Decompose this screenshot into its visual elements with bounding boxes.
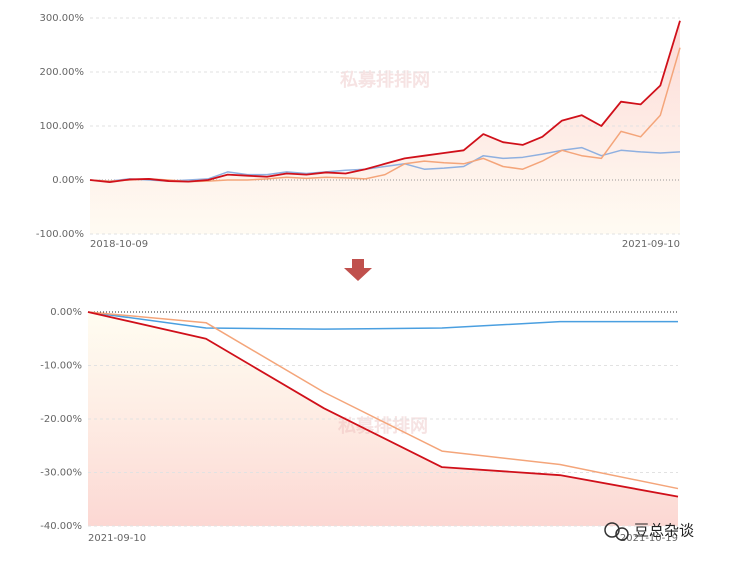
y-tick-label: -100.00% — [36, 229, 84, 240]
y-tick-label: 100.00% — [40, 121, 85, 132]
y-tick-label: 200.00% — [40, 67, 85, 78]
y-tick-label: -40.00% — [40, 521, 82, 532]
y-tick-label: 0.00% — [50, 307, 82, 318]
x-tick-label: 2021-09-10 — [88, 533, 146, 544]
series-line — [89, 20, 681, 184]
x-tick-label: 2021-10-19 — [620, 533, 678, 544]
series-line — [87, 311, 678, 330]
y-tick-label: 0.00% — [52, 175, 84, 186]
y-tick-label: -20.00% — [40, 414, 82, 425]
watermark: 私募排排网 — [340, 69, 430, 91]
down-arrow — [344, 259, 372, 281]
x-tick-label: 2021-09-10 — [622, 239, 680, 250]
area-fill — [88, 312, 678, 526]
brand: 豆总杂谈 — [604, 522, 694, 541]
brand-text: 豆总杂谈 — [634, 522, 694, 540]
y-tick-label: -10.00% — [40, 361, 82, 372]
watermark: 私募排排网 — [338, 415, 428, 437]
series-line — [87, 311, 679, 490]
x-tick-label: 2018-10-09 — [90, 239, 148, 250]
area-fill — [90, 20, 680, 235]
series-line — [87, 311, 679, 498]
series-line — [89, 146, 681, 182]
y-tick-label: -30.00% — [40, 468, 82, 479]
y-tick-label: 300.00% — [40, 13, 85, 24]
